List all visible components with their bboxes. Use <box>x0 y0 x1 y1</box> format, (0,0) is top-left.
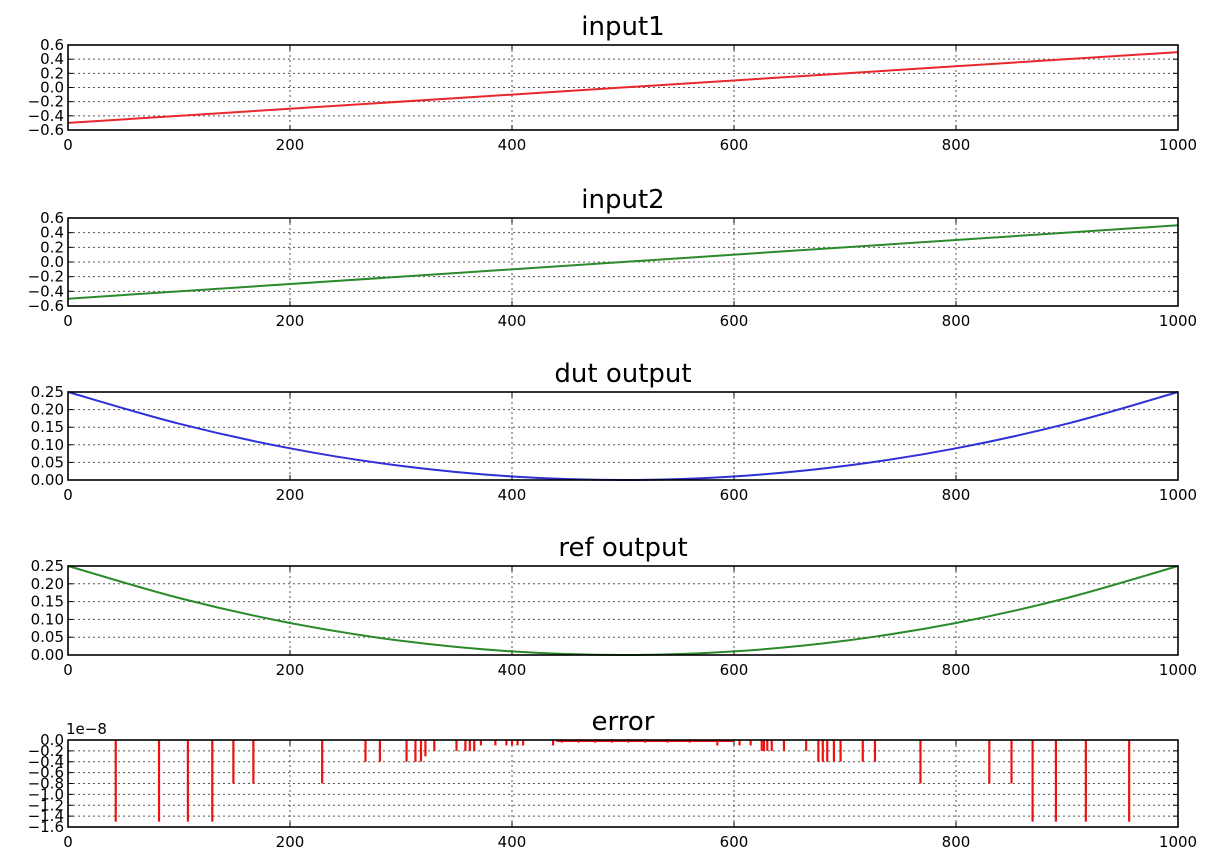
x-tick-label: 600 <box>720 136 749 154</box>
plot-frame <box>67 565 1179 656</box>
y-tick-label: 0.05 <box>31 628 64 646</box>
x-tick-label: 800 <box>942 136 971 154</box>
x-tick-label: 400 <box>498 312 527 330</box>
x-tick-label: 1000 <box>1159 486 1197 504</box>
y-tick-label: −0.6 <box>28 121 64 139</box>
chart-title: input2 <box>581 185 664 215</box>
y-tick-label: 0.10 <box>31 610 64 628</box>
y-tick-label: 0.20 <box>31 401 64 419</box>
y-tick-label: −0.8 <box>28 775 64 793</box>
chart-title: error <box>592 707 655 737</box>
plot-frame <box>67 739 1179 828</box>
y-tick-label: 0.2 <box>40 64 64 82</box>
x-tick-label: 200 <box>276 833 305 851</box>
y-tick-label: −0.4 <box>28 107 64 125</box>
y-tick-label: 0.0 <box>40 253 64 271</box>
y-tick-label: 0.10 <box>31 436 64 454</box>
y-tick-label: −0.6 <box>28 297 64 315</box>
x-tick-label: 0 <box>63 136 73 154</box>
y-tick-label: −0.2 <box>28 268 64 286</box>
y-tick-label: 0.0 <box>40 79 64 97</box>
y-tick-label: 0.15 <box>31 418 64 436</box>
x-tick-label: 200 <box>276 486 305 504</box>
series-line <box>67 51 1179 124</box>
x-tick-label: 200 <box>276 136 305 154</box>
series-line <box>67 391 1179 482</box>
x-tick-label: 0 <box>63 661 73 679</box>
x-tick-label: 400 <box>498 661 527 679</box>
chart-title: input1 <box>581 12 664 42</box>
y-tick-label: −1.4 <box>28 807 64 825</box>
x-tick-label: 200 <box>276 661 305 679</box>
y-tick-label: −0.2 <box>28 742 64 760</box>
y-tick-label: 0.6 <box>40 36 64 54</box>
x-tick-label: 400 <box>498 486 527 504</box>
y-tick-label: 0.2 <box>40 238 64 256</box>
plot-frame <box>67 217 1179 307</box>
x-tick-label: 0 <box>63 833 73 851</box>
y-tick-label: 0.00 <box>31 471 64 489</box>
x-tick-label: 400 <box>498 833 527 851</box>
y-tick-label: −0.2 <box>28 93 64 111</box>
chart-error: error 0 200 400 600 800 1000 0.0−0.2−0.4−0.6−0.… <box>28 707 1198 851</box>
y-tick-label: 0.0 <box>40 731 64 749</box>
x-tick-label: 1000 <box>1159 661 1197 679</box>
chart-title: dut output <box>554 359 691 389</box>
x-tick-label: 400 <box>498 136 527 154</box>
axis-offset-label: 1e−8 <box>66 720 107 738</box>
y-tick-label: −0.4 <box>28 282 64 300</box>
y-tick-label: 0.05 <box>31 453 64 471</box>
y-tick-label: −1.0 <box>28 785 64 803</box>
x-tick-label: 1000 <box>1159 833 1197 851</box>
y-tick-label: −0.6 <box>28 764 64 782</box>
y-tick-label: 0.4 <box>40 224 64 242</box>
x-tick-label: 600 <box>720 312 749 330</box>
y-tick-label: 0.6 <box>40 209 64 227</box>
y-tick-label: −1.6 <box>28 818 64 836</box>
series-line <box>67 224 1179 300</box>
y-tick-label: 0.4 <box>40 50 64 68</box>
x-tick-label: 1000 <box>1159 312 1197 330</box>
y-tick-label: 0.20 <box>31 575 64 593</box>
y-tick-label: 0.25 <box>31 557 64 575</box>
x-tick-label: 0 <box>63 312 73 330</box>
series-line <box>67 565 1179 657</box>
x-tick-label: 600 <box>720 661 749 679</box>
y-tick-label: 0.15 <box>31 593 64 611</box>
x-tick-label: 1000 <box>1159 136 1197 154</box>
x-tick-label: 800 <box>942 486 971 504</box>
y-tick-label: −1.2 <box>28 796 64 814</box>
y-tick-label: −0.4 <box>28 753 64 771</box>
x-tick-label: 600 <box>720 833 749 851</box>
plot-frame <box>67 44 1179 131</box>
y-tick-label: 0.25 <box>31 383 64 401</box>
x-tick-label: 200 <box>276 312 305 330</box>
plot-frame <box>67 391 1179 481</box>
chart-title: ref output <box>558 533 687 563</box>
y-tick-label: 0.00 <box>31 646 64 664</box>
x-tick-label: 800 <box>942 661 971 679</box>
x-tick-label: 800 <box>942 312 971 330</box>
x-tick-label: 0 <box>63 486 73 504</box>
x-tick-label: 600 <box>720 486 749 504</box>
x-tick-label: 800 <box>942 833 971 851</box>
